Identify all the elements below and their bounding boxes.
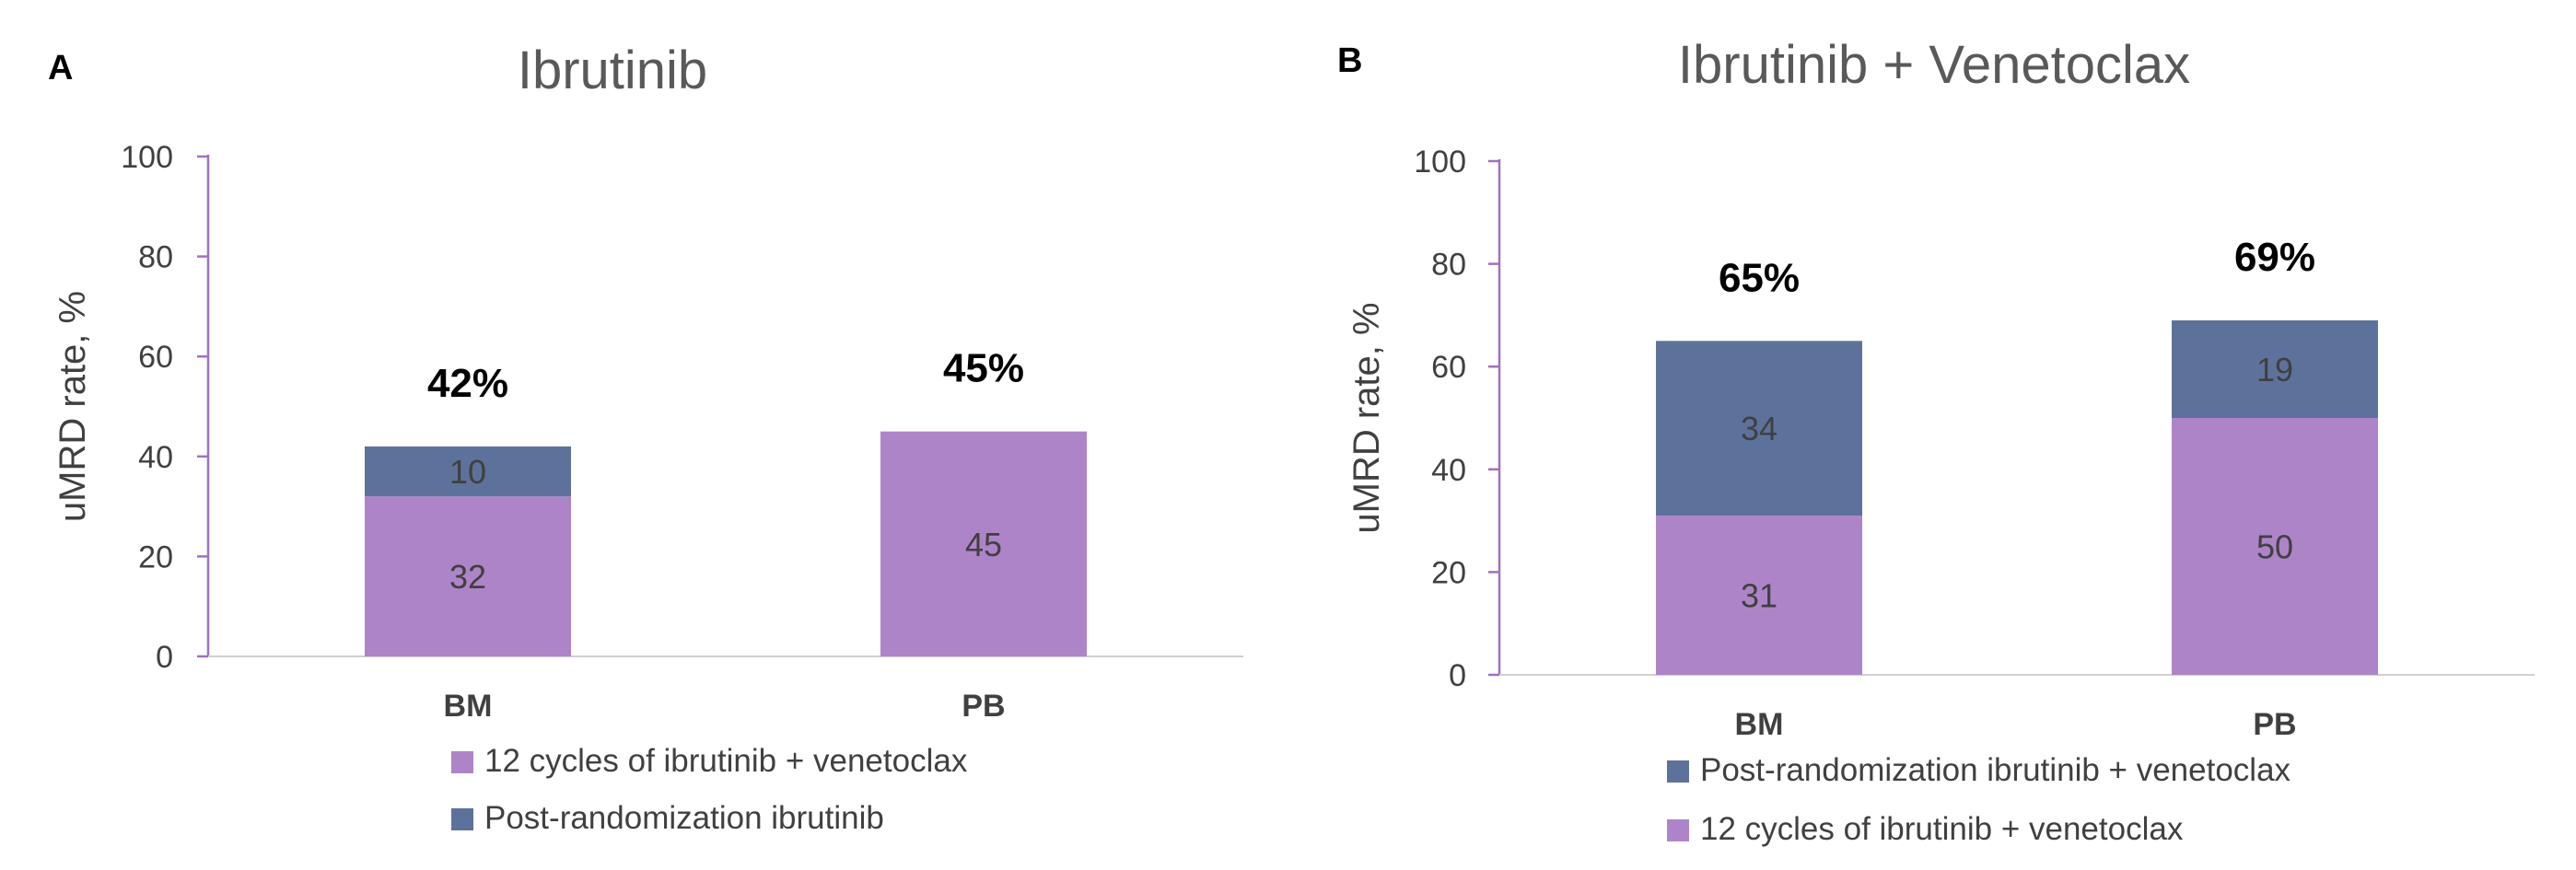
y-tick-label: 60 [138, 340, 173, 375]
x-tick-label: PB [962, 689, 1005, 724]
bar-segment [365, 496, 571, 656]
y-tick-label: 60 [1431, 350, 1466, 385]
bar-segment-label: 34 [1741, 410, 1778, 447]
bar-segment-label: 10 [449, 453, 486, 491]
legend-swatch [451, 808, 473, 830]
chart-title: Ibrutinib + Venetoclax [1678, 35, 2190, 95]
chart-panel-a: A Ibrutinib 0 20 40 60 80 100 uMRD rate, % 32 10 42… [48, 41, 1243, 836]
bar-segment-label: 19 [2256, 351, 2293, 389]
y-tick-label: 80 [138, 240, 173, 275]
chart-panel-b: B Ibrutinib + Venetoclax 0 20 40 60 80 100 uMRD … [1337, 35, 2535, 847]
bar-segment [2172, 418, 2378, 675]
legend-entry: 12 cycles of ibrutinib + venetoclax [484, 743, 968, 779]
y-tick-label: 0 [1449, 658, 1466, 693]
y-tick-label: 20 [1431, 555, 1466, 590]
x-tick-label: PB [2253, 707, 2296, 742]
bar-total-label: 42% [427, 361, 508, 406]
bar-total-label: 69% [2234, 235, 2315, 280]
legend-entry: Post-randomization ibrutinib [484, 800, 884, 836]
bar-segment [2172, 319, 2378, 418]
legend-entry: 12 cycles of ibrutinib + venetoclax [1700, 811, 2184, 847]
legend-swatch [1667, 819, 1689, 841]
chart-title: Ibrutinib [518, 41, 707, 100]
bar-segment-label: 50 [2256, 528, 2293, 566]
y-axis-label: uMRD rate, % [52, 291, 93, 522]
bar-segment [1656, 341, 1862, 516]
bar-segment-label: 31 [1741, 577, 1778, 615]
bar-total-label: 65% [1719, 255, 1800, 300]
bar-segment [365, 446, 571, 497]
y-tick-label: 40 [1431, 453, 1466, 488]
x-tick-label: BM [1735, 707, 1784, 742]
panel-letter: B [1337, 41, 1362, 80]
x-tick-label: BM [444, 689, 493, 724]
bar-total-label: 45% [943, 346, 1024, 391]
bar-segment [1656, 516, 1862, 675]
legend-swatch [1667, 760, 1689, 783]
panel-letter: A [48, 49, 73, 87]
bar-segment [880, 431, 1087, 656]
y-tick-label: 100 [1414, 145, 1466, 180]
legend-swatch [451, 751, 473, 773]
y-tick-label: 20 [138, 539, 173, 574]
y-tick-label: 40 [138, 440, 173, 475]
y-tick-label: 80 [1431, 248, 1466, 283]
y-axis-label: uMRD rate, % [1346, 302, 1387, 533]
y-tick-label: 0 [156, 640, 173, 675]
y-tick-label: 100 [121, 140, 173, 175]
bar-segment-label: 45 [965, 526, 1002, 563]
bar-segment-label: 32 [449, 558, 486, 596]
legend-entry: Post-randomization ibrutinib + venetocla… [1700, 752, 2291, 788]
